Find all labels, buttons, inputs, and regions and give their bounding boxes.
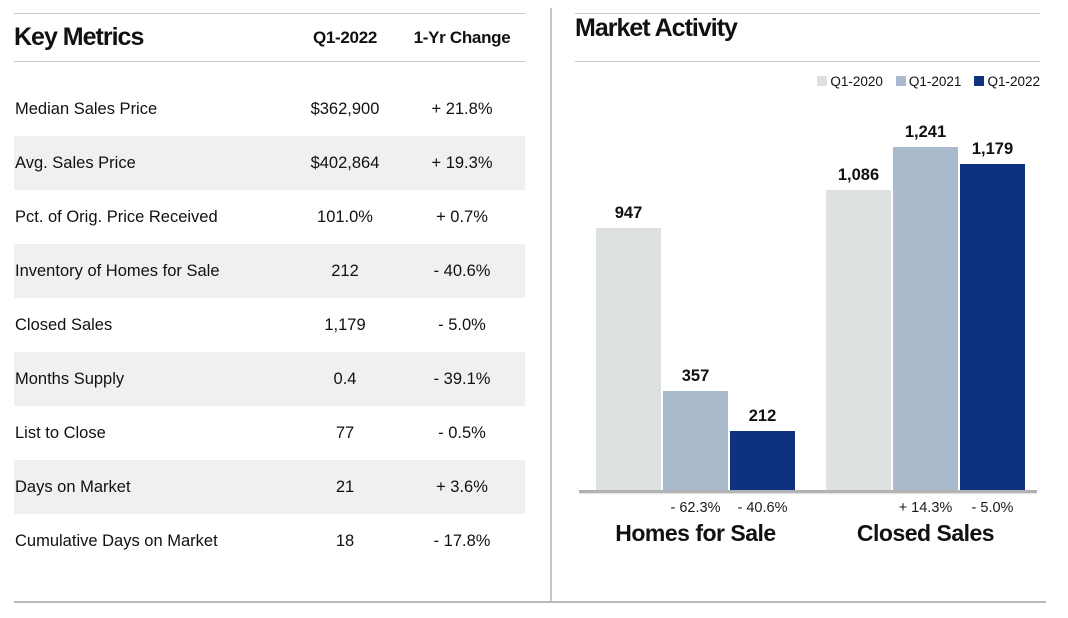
bar-q1-2020-closed-sales: [826, 190, 891, 490]
bar-value-label: 1,086: [837, 166, 880, 184]
metric-value: 212: [331, 261, 359, 280]
bar-value-label: 357: [681, 367, 710, 385]
metric-label: Days on Market: [15, 477, 131, 496]
bar-value-label: 1,241: [904, 123, 947, 141]
metric-value: 1,179: [324, 315, 366, 334]
metric-label: Avg. Sales Price: [15, 153, 136, 172]
bar-pct-change-label: + 14.3%: [898, 500, 953, 516]
metric-value: 101.0%: [317, 207, 373, 226]
category-label-homes-for-sale: Homes for Sale: [615, 520, 776, 546]
metric-value: $402,864: [310, 153, 380, 172]
legend-item-q1-2021: Q1-2021: [895, 73, 962, 89]
bar-q1-2022-closed-sales: [960, 164, 1025, 490]
metric-label: List to Close: [15, 423, 106, 442]
table-row: Avg. Sales Price $402,864 + 19.3%: [14, 136, 525, 190]
metric-change: - 0.5%: [438, 423, 486, 442]
legend-label: Q1-2021: [908, 73, 962, 89]
metric-change: + 3.6%: [436, 477, 488, 496]
metric-change: - 17.8%: [433, 531, 491, 550]
column-header-q1-2022: Q1-2022: [312, 27, 378, 47]
bar-q1-2020-homes-for-sale: [596, 228, 661, 490]
legend-label: Q1-2022: [987, 73, 1040, 89]
metric-label: Cumulative Days on Market: [15, 531, 218, 550]
legend-item-q1-2020: Q1-2020: [817, 74, 883, 89]
key-metrics-header: Key Metrics Q1-2022 1-Yr Change: [14, 14, 525, 61]
bar-q1-2021-closed-sales: [893, 147, 958, 490]
metric-value: 18: [335, 531, 355, 550]
column-header-1yr-change: 1-Yr Change: [413, 27, 511, 47]
table-row: List to Close 77 - 0.5%: [14, 406, 525, 460]
right-top-rule: [575, 13, 1040, 14]
page-bottom-rule: [14, 601, 1046, 603]
legend-swatch-icon: [974, 76, 985, 86]
market-activity-title: Market Activity: [575, 14, 738, 42]
metric-label: Median Sales Price: [15, 99, 158, 118]
metric-change: - 40.6%: [433, 261, 491, 280]
bar-pct-change-label: - 62.3%: [670, 500, 721, 516]
table-row: Cumulative Days on Market 18 - 17.8%: [14, 514, 525, 568]
bar-value-label: 947: [614, 204, 643, 222]
left-header-rule: [14, 61, 525, 62]
metric-change: + 21.8%: [431, 99, 493, 118]
metric-label: Closed Sales: [15, 315, 113, 334]
table-row: Inventory of Homes for Sale 212 - 40.6%: [14, 244, 525, 298]
panel-divider: [550, 8, 552, 603]
metric-label: Pct. of Orig. Price Received: [15, 207, 218, 226]
market-activity-panel: Market Activity Q1-2020 Q1-2021 Q1-2022 …: [575, 0, 1040, 618]
table-row: Closed Sales 1,179 - 5.0%: [14, 298, 525, 352]
metric-change: + 0.7%: [436, 207, 488, 226]
metric-value: 0.4: [333, 369, 357, 388]
metric-value: 77: [335, 423, 355, 442]
bar-q1-2022-homes-for-sale: [730, 431, 795, 490]
left-top-rule: [14, 13, 525, 14]
table-row: Days on Market 21 + 3.6%: [14, 460, 525, 514]
legend-swatch-icon: [817, 76, 828, 86]
metric-value: $362,900: [310, 99, 380, 118]
bar-value-label: 1,179: [971, 140, 1014, 158]
bar-q1-2021-homes-for-sale: [663, 391, 728, 490]
legend-swatch-icon: [895, 76, 906, 86]
x-axis-baseline: [579, 490, 1037, 493]
category-label-closed-sales: Closed Sales: [856, 520, 995, 546]
legend-item-q1-2022: Q1-2022: [974, 74, 1040, 89]
metric-change: - 39.1%: [433, 369, 491, 388]
key-metrics-title: Key Metrics: [14, 23, 144, 51]
metric-label: Months Supply: [15, 369, 125, 388]
metric-change: - 5.0%: [438, 315, 486, 334]
bar-pct-change-label: - 5.0%: [971, 500, 1014, 516]
right-header-rule: [575, 61, 1040, 62]
bar-plot: 947 357 - 62.3% 212 - 40.6% Homes for Sale 1,0…: [575, 0, 1040, 618]
table-row: Pct. of Orig. Price Received 101.0% + 0.…: [14, 190, 525, 244]
legend-label: Q1-2020: [830, 73, 883, 89]
metric-value: 21: [335, 477, 355, 496]
table-row: Months Supply 0.4 - 39.1%: [14, 352, 525, 406]
market-activity-header: Market Activity: [575, 14, 1040, 61]
metric-label: Inventory of Homes for Sale: [15, 261, 220, 280]
chart-legend: Q1-2020 Q1-2021 Q1-2022: [817, 72, 1040, 90]
table-row: Median Sales Price $362,900 + 21.8%: [14, 82, 525, 136]
key-metrics-table: Median Sales Price $362,900 + 21.8% Avg.…: [14, 82, 525, 568]
metric-change: + 19.3%: [431, 153, 493, 172]
key-metrics-panel: Key Metrics Q1-2022 1-Yr Change Median S…: [14, 0, 525, 618]
bar-pct-change-label: - 40.6%: [737, 500, 788, 516]
bar-value-label: 212: [748, 407, 777, 425]
